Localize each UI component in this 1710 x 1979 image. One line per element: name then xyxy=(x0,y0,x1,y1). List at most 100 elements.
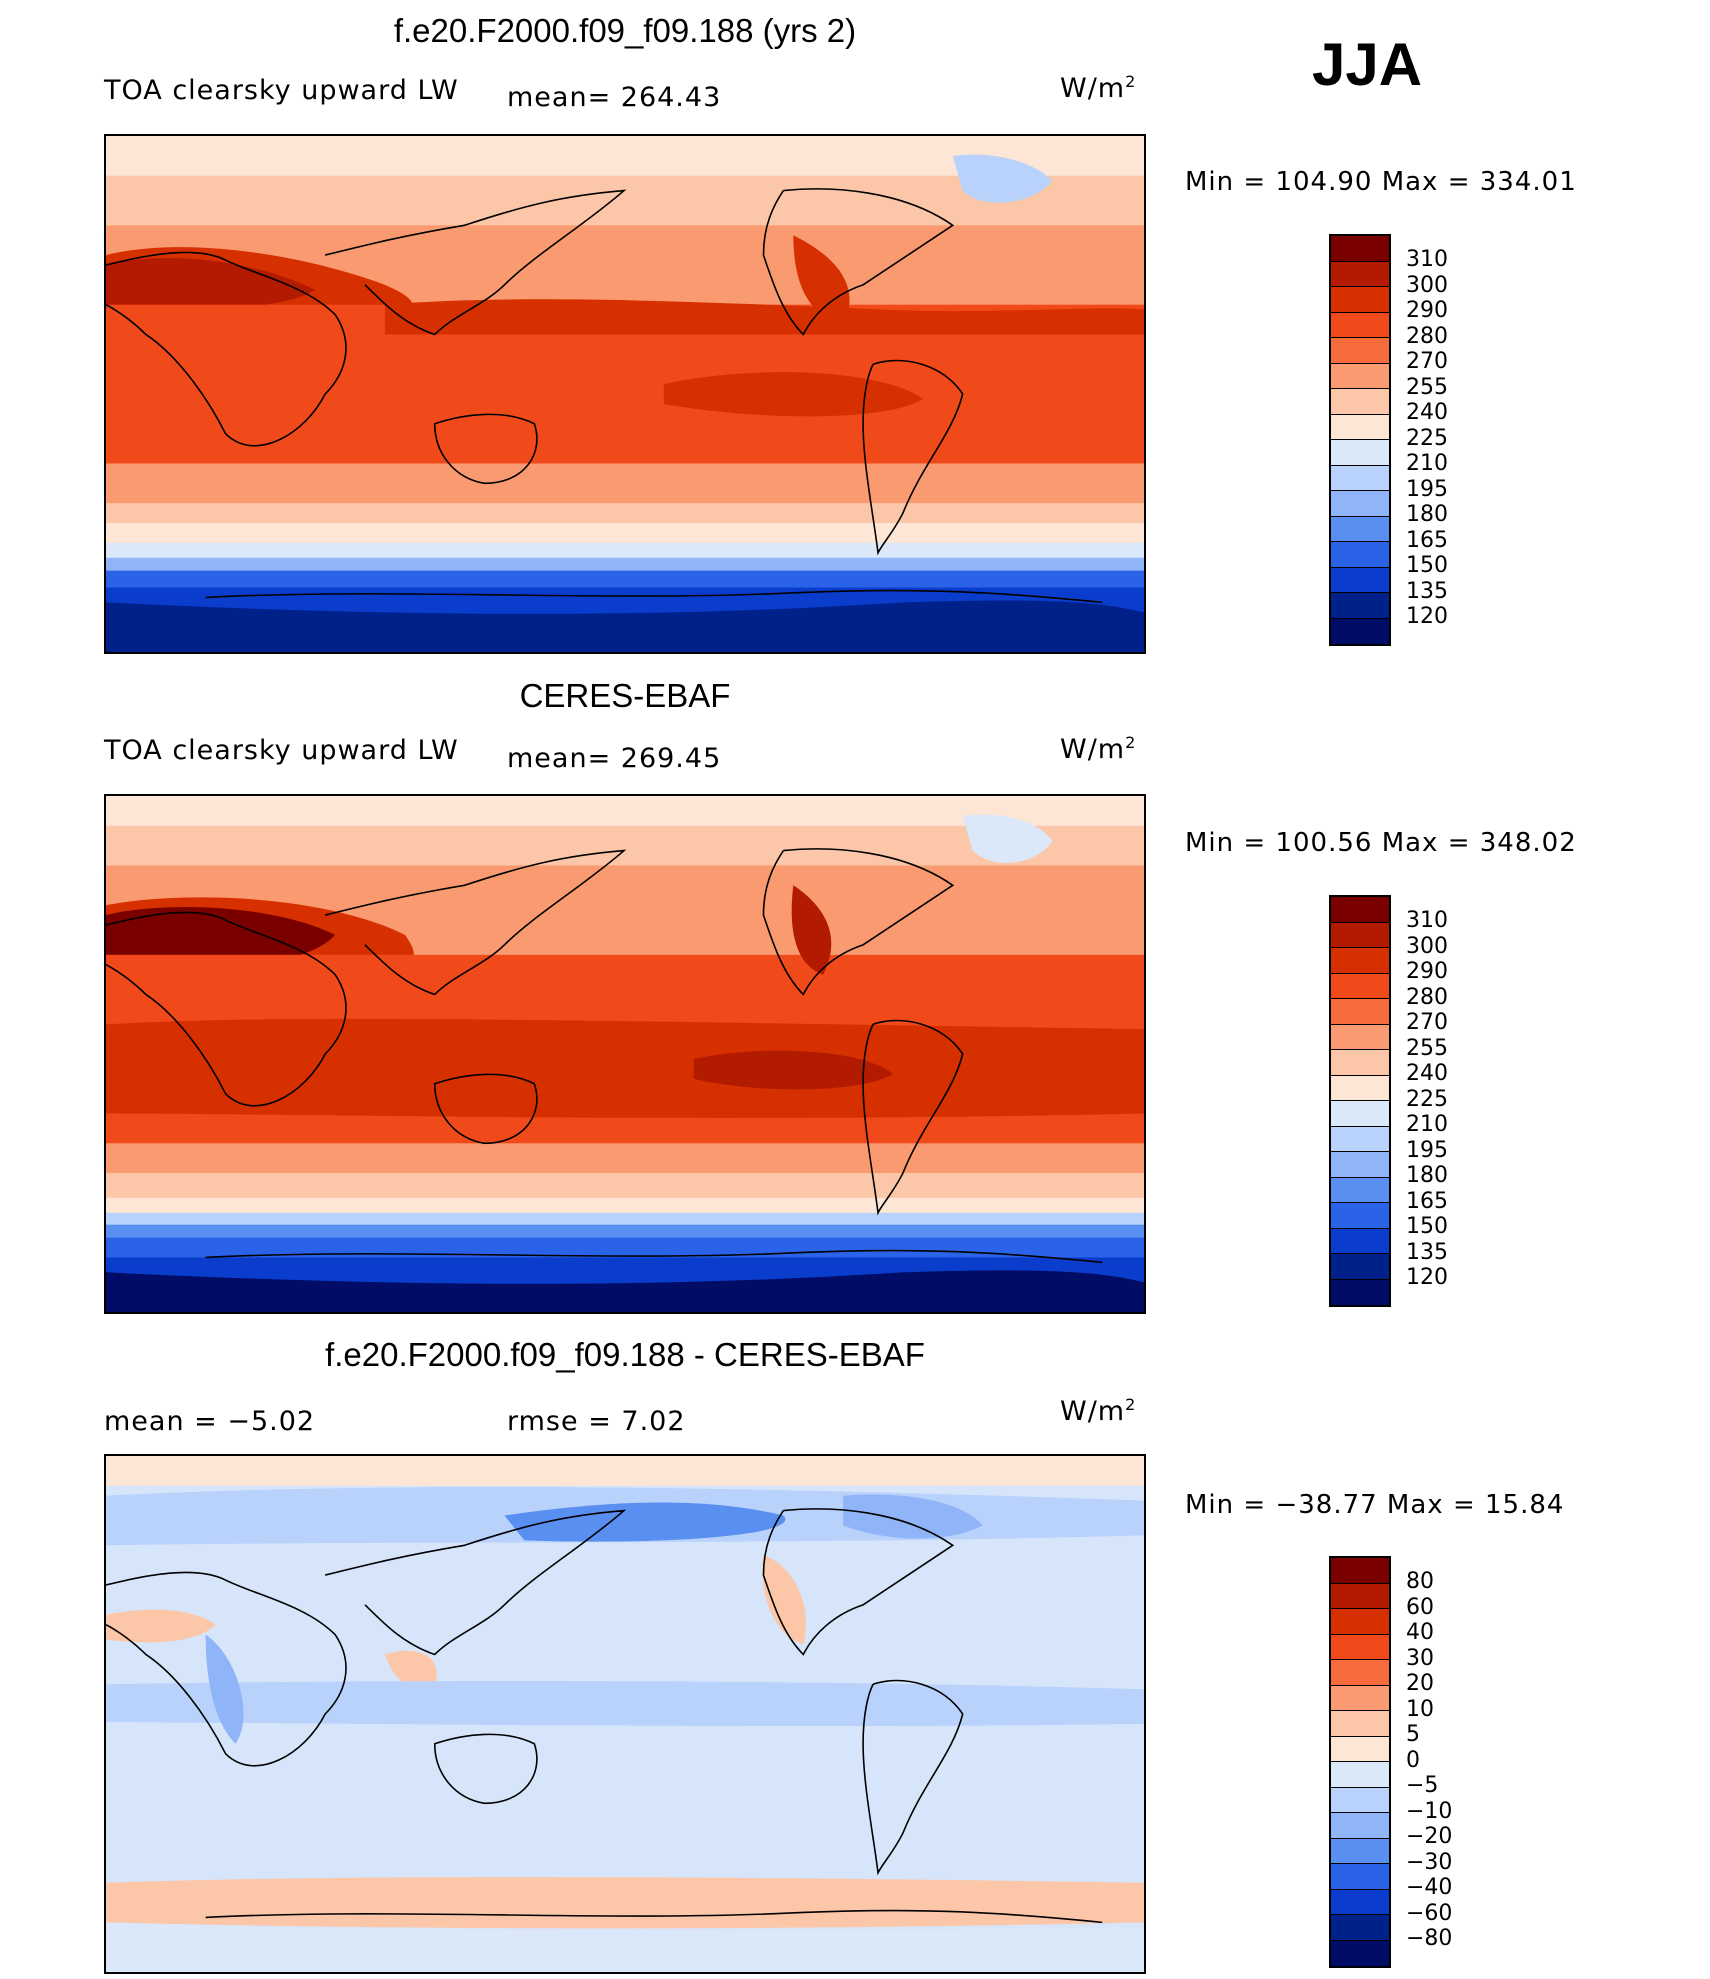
colorbar-tick-label: 255 xyxy=(1406,1035,1448,1061)
panel2-minmax: Min = 100.56 Max = 348.02 xyxy=(1185,828,1577,858)
panel2-colorbar-swatch xyxy=(1331,1203,1389,1229)
colorbar-tick-label: 210 xyxy=(1406,451,1448,476)
panel2-colorbar-swatch xyxy=(1331,1254,1389,1280)
panel3-rmse-label: rmse = 7.02 xyxy=(507,1406,686,1437)
colorbar-tick-label: 310 xyxy=(1406,908,1448,933)
panel1-variable-label: TOA clearsky upward LW xyxy=(104,75,459,106)
panel2-colorbar-swatch xyxy=(1331,1024,1389,1050)
panel1-title: f.e20.F2000.f09_f09.188 (yrs 2) xyxy=(393,12,857,49)
panel3-colorbar xyxy=(1329,1556,1391,1968)
colorbar-tick-label: 255 xyxy=(1406,374,1448,400)
panel3-colorbar-labels: 80 60 40 30 20 10 5 0 −5 −10 −20 −30 −40… xyxy=(1406,1569,1452,1952)
panel1-minmax: Min = 104.90 Max = 334.01 xyxy=(1185,167,1577,197)
panel2-colorbar-swatch xyxy=(1331,999,1389,1025)
colorbar-tick-label: 135 xyxy=(1406,578,1448,604)
panel1-colorbar-swatch xyxy=(1331,542,1389,568)
panel1-colorbar-swatch xyxy=(1331,618,1389,644)
colorbar-tick-label: 195 xyxy=(1406,1137,1448,1163)
panel2-colorbar-swatch xyxy=(1331,1152,1389,1178)
panel3-colorbar-swatch xyxy=(1331,1711,1389,1737)
panel1-colorbar-swatch xyxy=(1331,465,1389,491)
panel1-colorbar-swatch xyxy=(1331,261,1389,287)
panel1-colorbar xyxy=(1329,234,1391,646)
panel3-colorbar-swatch xyxy=(1331,1940,1389,1966)
panel1-colorbar-swatch xyxy=(1331,363,1389,389)
panel2-colorbar-swatch xyxy=(1331,973,1389,999)
panel3-colorbar-swatch xyxy=(1331,1736,1389,1762)
panel3-units-label: W/m2 xyxy=(1060,1395,1137,1427)
panel2-colorbar-swatch xyxy=(1331,1228,1389,1254)
colorbar-tick-label: 165 xyxy=(1406,527,1448,553)
colorbar-tick-label: −80 xyxy=(1406,1926,1453,1951)
colorbar-tick-label: −60 xyxy=(1406,1900,1453,1926)
colorbar-tick-label: 180 xyxy=(1406,1163,1448,1188)
panel2-colorbar-swatch xyxy=(1331,1126,1389,1152)
colorbar-tick-label: 270 xyxy=(1406,349,1448,374)
panel3-colorbar-swatch xyxy=(1331,1660,1389,1686)
colorbar-tick-label: 20 xyxy=(1406,1671,1434,1696)
colorbar-tick-label: −5 xyxy=(1406,1773,1439,1798)
panel2-mean-label: mean= 269.45 xyxy=(507,743,722,774)
panel3-colorbar-swatch xyxy=(1331,1889,1389,1915)
colorbar-tick-label: 150 xyxy=(1406,1214,1448,1239)
panel1-colorbar-swatch xyxy=(1331,440,1389,466)
panel1-colorbar-swatch xyxy=(1331,516,1389,542)
panel2-map xyxy=(104,794,1146,1314)
panel2-title: CERES-EBAF xyxy=(519,677,731,714)
panel1-mean-label: mean= 264.43 xyxy=(507,82,722,113)
panel2-colorbar-swatch xyxy=(1331,1177,1389,1203)
panel2-colorbar-swatch xyxy=(1331,1101,1389,1127)
panel2-colorbar-swatch xyxy=(1331,1075,1389,1101)
panel3-colorbar-swatch xyxy=(1331,1609,1389,1635)
colorbar-tick-label: 180 xyxy=(1406,502,1448,527)
panel3-colorbar-swatch xyxy=(1331,1915,1389,1941)
colorbar-tick-label: 10 xyxy=(1406,1696,1434,1722)
panel1-colorbar-swatch xyxy=(1331,414,1389,440)
panel1-colorbar-swatch xyxy=(1331,567,1389,593)
panel2-colorbar-swatch xyxy=(1331,922,1389,948)
colorbar-tick-label: 290 xyxy=(1406,298,1448,323)
panel1-units-label: W/m2 xyxy=(1060,72,1137,104)
colorbar-tick-label: 80 xyxy=(1406,1569,1434,1594)
panel3-minmax: Min = −38.77 Max = 15.84 xyxy=(1185,1490,1565,1520)
colorbar-tick-label: 150 xyxy=(1406,553,1448,578)
colorbar-tick-label: 120 xyxy=(1406,1265,1448,1290)
colorbar-tick-label: −20 xyxy=(1406,1824,1453,1849)
panel1-colorbar-swatch xyxy=(1331,491,1389,517)
colorbar-tick-label: 60 xyxy=(1406,1594,1434,1620)
panel2-colorbar xyxy=(1329,895,1391,1307)
colorbar-tick-label: −30 xyxy=(1406,1849,1453,1875)
colorbar-tick-label: 310 xyxy=(1406,247,1448,272)
colorbar-tick-label: 30 xyxy=(1406,1645,1434,1671)
panel3-mean-label: mean = −5.02 xyxy=(104,1406,316,1437)
colorbar-tick-label: 225 xyxy=(1406,425,1448,451)
panel1-colorbar-swatch xyxy=(1331,389,1389,415)
panel1-colorbar-swatch xyxy=(1331,338,1389,364)
panel2-colorbar-swatch xyxy=(1331,948,1389,974)
panel3-colorbar-swatch xyxy=(1331,1634,1389,1660)
colorbar-tick-label: 290 xyxy=(1406,959,1448,984)
colorbar-tick-label: 40 xyxy=(1406,1620,1434,1645)
panel3-colorbar-swatch xyxy=(1331,1558,1389,1584)
colorbar-tick-label: 300 xyxy=(1406,933,1448,959)
panel1-colorbar-swatch xyxy=(1331,287,1389,313)
colorbar-tick-label: 5 xyxy=(1406,1722,1420,1747)
colorbar-tick-label: 135 xyxy=(1406,1239,1448,1265)
panel1-colorbar-swatch xyxy=(1331,312,1389,338)
panel2-variable-label: TOA clearsky upward LW xyxy=(104,735,459,766)
panel3-colorbar-swatch xyxy=(1331,1762,1389,1788)
colorbar-tick-label: 195 xyxy=(1406,476,1448,502)
colorbar-tick-label: 225 xyxy=(1406,1086,1448,1112)
colorbar-tick-label: 280 xyxy=(1406,323,1448,349)
panel3-title: f.e20.F2000.f09_f09.188 - CERES-EBAF xyxy=(325,1336,925,1373)
colorbar-tick-label: 240 xyxy=(1406,1061,1448,1086)
panel3-colorbar-swatch xyxy=(1331,1583,1389,1609)
panel3-colorbar-swatch xyxy=(1331,1838,1389,1864)
panel3-colorbar-swatch xyxy=(1331,1685,1389,1711)
colorbar-tick-label: 280 xyxy=(1406,984,1448,1010)
season-label: JJA xyxy=(1312,31,1423,98)
panel1-colorbar-labels: 310 300 290 280 270 255 240 225 210 195 … xyxy=(1406,247,1448,630)
colorbar-tick-label: 0 xyxy=(1406,1747,1420,1773)
colorbar-tick-label: 270 xyxy=(1406,1010,1448,1035)
colorbar-tick-label: 300 xyxy=(1406,272,1448,298)
